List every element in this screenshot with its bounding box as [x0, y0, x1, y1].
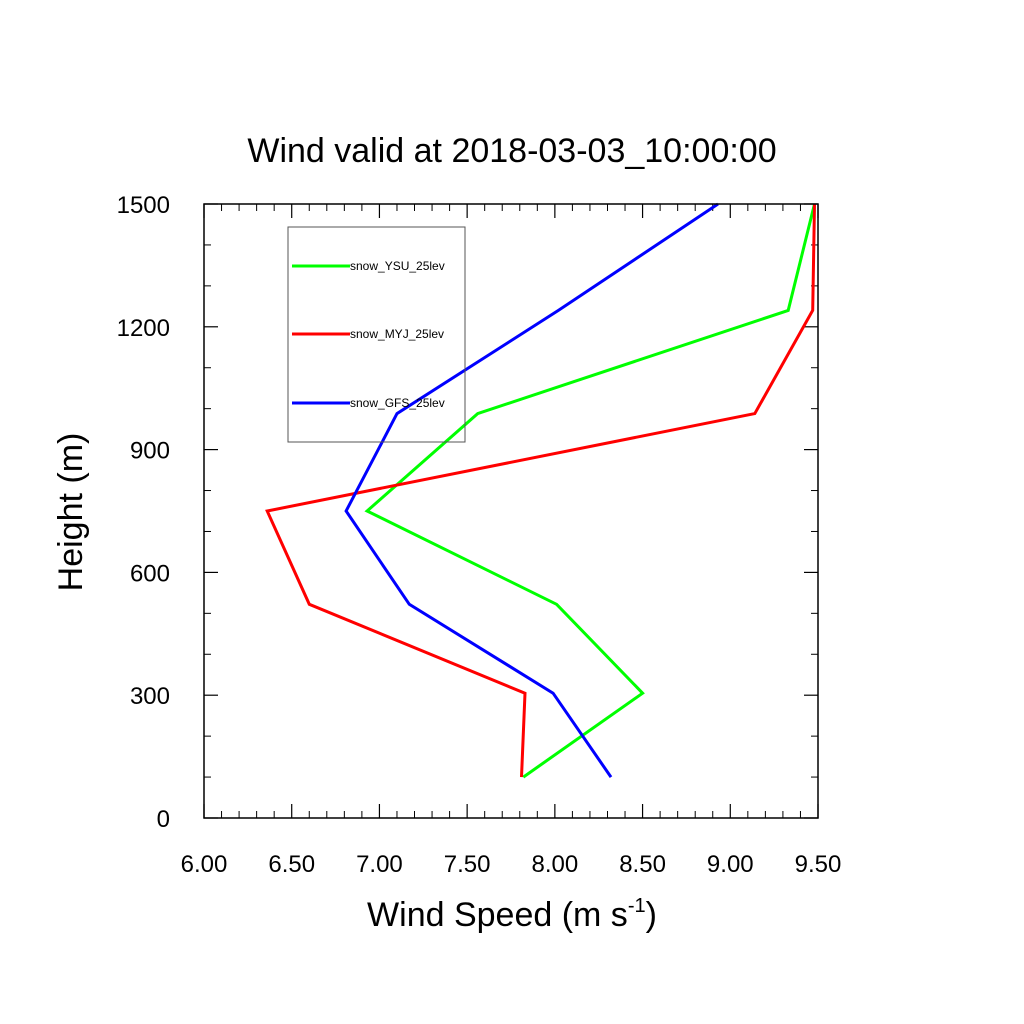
plot-frame [203, 203, 819, 819]
x-axis-label: Wind Speed (m s-1) [367, 895, 657, 934]
legend-items: snow_YSU_25lev snow_MYJ_25lev snow_GFS_25l… [292, 259, 445, 410]
y-tick-label: 0 [157, 806, 170, 833]
legend-label-snow-ysu-25lev: snow_YSU_25lev [350, 259, 445, 273]
legend: snow_YSU_25lev snow_MYJ_25lev snow_GFS_25l… [287, 226, 466, 443]
x-tick-label: 6.50 [268, 851, 315, 878]
y-tick-label: 1200 [117, 315, 170, 342]
legend-label-snow-gfs-25lev: snow_GFS_25lev [350, 396, 445, 410]
chart-title: Wind valid at 2018-03-03_10:00:00 [247, 132, 776, 170]
legend-label-snow-myj-25lev: snow_MYJ_25lev [350, 327, 444, 341]
x-tick-label: 7.50 [444, 851, 491, 878]
y-tick-label: 300 [130, 683, 170, 710]
axis-ticks: 6.00 6.50 7.00 7.50 8.00 8.50 9.00 9.50 0 300 600 9… [117, 192, 842, 878]
series-line-snow-myj-25lev [265, 203, 816, 778]
series-lines [265, 202, 816, 779]
x-axis-label-close: ) [646, 896, 657, 934]
x-axis-label-superscript: -1 [628, 895, 646, 917]
x-tick-label: 8.50 [619, 851, 666, 878]
series-line-snow-gfs-25lev [344, 202, 719, 778]
x-tick-label: 8.00 [531, 851, 578, 878]
x-axis-label-main: Wind Speed (m s [367, 896, 628, 934]
x-tick-label: 7.00 [356, 851, 403, 878]
x-tick-label: 9.00 [707, 851, 754, 878]
x-tick-label: 9.50 [795, 851, 842, 878]
y-tick-label: 1500 [117, 192, 170, 219]
y-tick-label: 600 [130, 560, 170, 587]
legend-box [287, 226, 466, 443]
y-tick-label: 900 [130, 438, 170, 465]
series-line-snow-ysu-25lev [364, 203, 816, 779]
y-axis-label: Height (m) [52, 433, 90, 592]
x-tick-label: 6.00 [181, 851, 228, 878]
y-axis-label-group: Height (m) [52, 433, 90, 592]
